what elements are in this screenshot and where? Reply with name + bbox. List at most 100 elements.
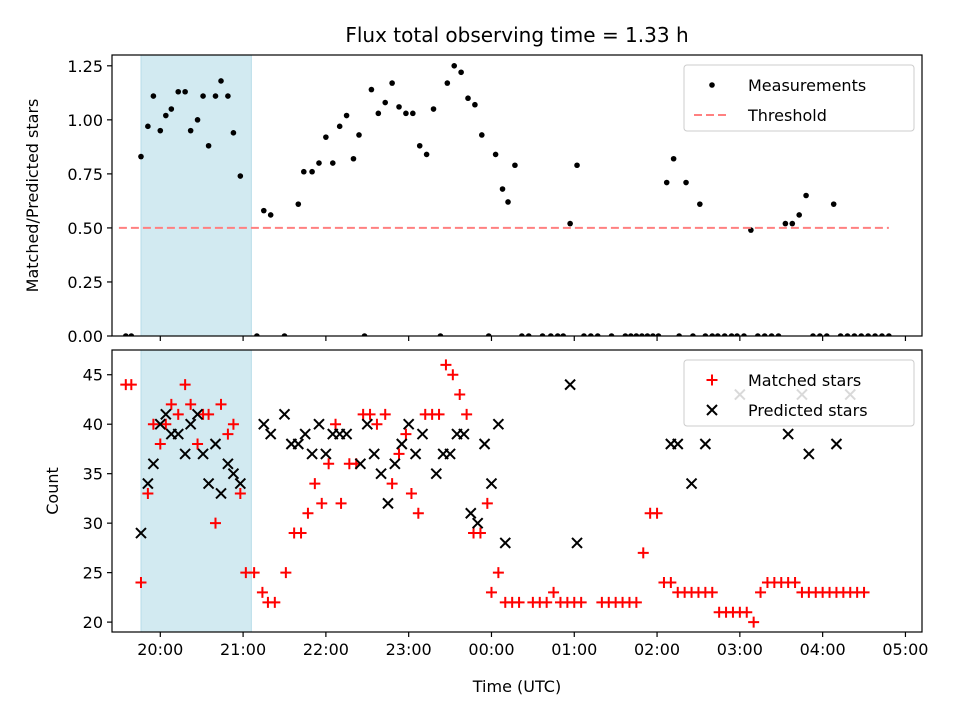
data-point [734, 333, 740, 336]
data-point [165, 398, 177, 410]
data-point [128, 333, 135, 336]
data-point [630, 596, 642, 608]
data-point [628, 333, 634, 336]
data-point [581, 333, 587, 336]
data-point [567, 220, 573, 227]
data-point [163, 112, 169, 119]
data-point [237, 173, 244, 179]
data-point [519, 333, 525, 336]
data-point [471, 517, 484, 529]
data-point [651, 507, 663, 519]
data-point [575, 596, 587, 608]
data-point [350, 155, 357, 162]
data-point [451, 63, 458, 69]
data-point [622, 333, 629, 336]
data-point [269, 596, 281, 608]
data-point [154, 418, 167, 430]
data-point [837, 333, 844, 336]
data-point [212, 93, 219, 99]
data-point [160, 408, 172, 421]
data-point [309, 168, 315, 175]
data-point [230, 130, 237, 136]
data-point [375, 467, 387, 480]
data-point [375, 110, 382, 117]
x-tick-label: 23:00 [386, 640, 432, 659]
plot-area [118, 63, 892, 336]
data-point [748, 616, 760, 628]
data-point [665, 577, 677, 589]
data-point [637, 547, 649, 559]
data-point [492, 418, 505, 430]
data-point [225, 93, 231, 99]
y-tick-label: 30 [83, 514, 103, 533]
data-point [525, 333, 532, 336]
data-point [706, 586, 718, 598]
data-point [278, 408, 291, 421]
data-point [564, 378, 576, 391]
chart-title: Flux total observing time = 1.33 h [345, 23, 688, 47]
highlight-span [140, 54, 252, 337]
data-point [309, 478, 321, 490]
data-point [886, 333, 892, 336]
data-point [256, 586, 268, 598]
data-point [248, 567, 260, 579]
data-point [295, 527, 307, 539]
data-point [329, 160, 336, 166]
data-point [403, 110, 409, 117]
data-point [699, 438, 712, 450]
legend-box [683, 359, 915, 427]
data-point [182, 88, 188, 95]
data-point [150, 93, 157, 99]
data-point [810, 333, 816, 336]
data-point [184, 418, 197, 430]
data-point [187, 127, 194, 134]
data-point [402, 418, 415, 430]
data-point [389, 80, 395, 86]
data-point [444, 448, 456, 460]
data-point [185, 398, 197, 410]
data-point [222, 428, 234, 440]
series-predicted-stars [135, 378, 856, 549]
data-point [499, 186, 506, 192]
data-point [416, 142, 423, 149]
data-point [382, 99, 389, 106]
data-point [336, 123, 343, 130]
data-point [295, 201, 302, 207]
data-point [775, 333, 782, 336]
data-point [306, 448, 318, 460]
data-point [316, 160, 322, 166]
data-point [194, 117, 201, 123]
data-point [396, 104, 402, 110]
data-point [234, 477, 247, 490]
data-point [267, 212, 274, 218]
data-point [203, 408, 215, 420]
data-point [179, 379, 191, 391]
data-point [371, 418, 383, 430]
data-point [479, 132, 485, 138]
data-point [330, 418, 342, 430]
data-point [830, 201, 837, 207]
data-point [672, 438, 684, 450]
legend-marker [706, 374, 718, 386]
data-point [709, 333, 716, 336]
x-tick-label: 22:00 [303, 640, 349, 659]
legend: Measurements Threshold [683, 64, 915, 132]
data-point [702, 333, 709, 336]
data-point [172, 428, 184, 440]
data-point [548, 333, 554, 336]
data-point [227, 467, 240, 480]
data-point [513, 596, 525, 608]
data-point [803, 192, 809, 199]
data-point [122, 333, 129, 336]
data-point [343, 112, 350, 119]
data-point [594, 333, 601, 336]
data-point [354, 458, 367, 470]
data-point [179, 448, 191, 460]
data-point [851, 333, 858, 336]
data-point [430, 106, 437, 112]
data-point [644, 333, 651, 336]
data-point [539, 333, 546, 336]
data-point [157, 127, 164, 134]
data-point [234, 487, 246, 499]
